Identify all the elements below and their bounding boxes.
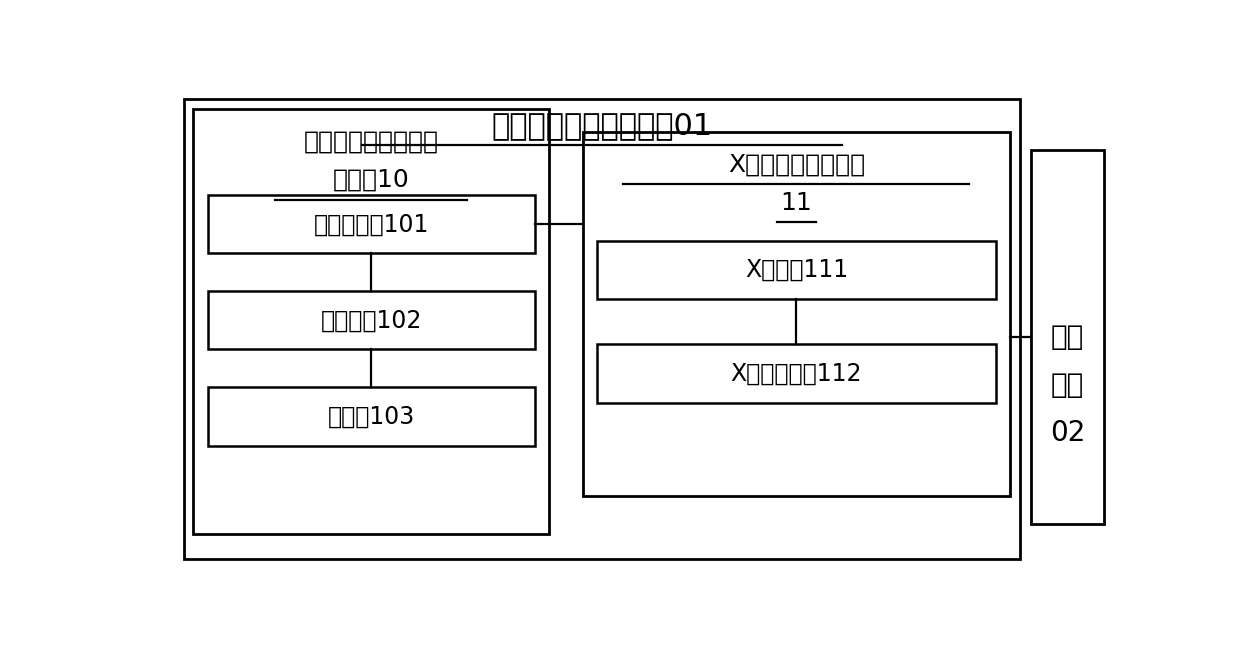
Bar: [596, 344, 996, 403]
Text: X射线探测器112: X射线探测器112: [730, 361, 862, 386]
Bar: [1032, 150, 1104, 524]
Bar: [596, 240, 996, 299]
Bar: [208, 388, 534, 445]
Text: 储集岩多相流模拟实: 储集岩多相流模拟实: [304, 130, 439, 154]
Bar: [193, 109, 549, 534]
Bar: [184, 99, 1021, 560]
Text: 验装置10: 验装置10: [332, 168, 409, 192]
Text: 岩芯夹持器101: 岩芯夹持器101: [314, 212, 429, 237]
Text: 电子: 电子: [1050, 323, 1084, 351]
Bar: [583, 132, 1011, 496]
Text: 流量泵103: 流量泵103: [327, 405, 415, 428]
Text: X射线源111: X射线源111: [745, 258, 848, 282]
Text: 中间容器102: 中间容器102: [320, 308, 422, 332]
Text: 设备: 设备: [1050, 371, 1084, 399]
Text: 储集岩多相流成像装置01: 储集岩多相流成像装置01: [491, 111, 713, 140]
Bar: [208, 195, 534, 254]
Text: 02: 02: [1050, 419, 1085, 447]
Text: X射线显微断层装置: X射线显微断层装置: [728, 153, 866, 177]
Bar: [208, 291, 534, 350]
Text: 11: 11: [781, 191, 812, 215]
